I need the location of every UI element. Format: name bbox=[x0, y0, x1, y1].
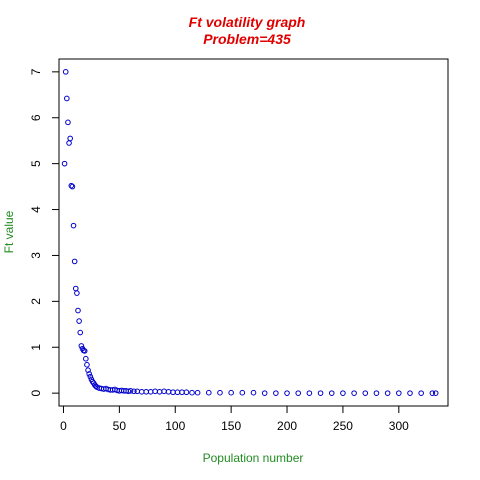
data-point bbox=[250, 389, 257, 396]
data-point bbox=[75, 307, 81, 314]
data-point bbox=[165, 388, 172, 395]
data-point bbox=[340, 390, 346, 396]
data-point bbox=[66, 140, 72, 146]
data-point bbox=[295, 390, 302, 396]
data-point bbox=[68, 182, 75, 189]
y-tick-label: 6 bbox=[29, 114, 43, 121]
data-point bbox=[418, 390, 424, 396]
data-point bbox=[85, 367, 91, 373]
x-tick-label: 50 bbox=[113, 419, 127, 433]
data-point bbox=[81, 348, 88, 354]
data-point bbox=[87, 373, 94, 380]
data-point bbox=[147, 388, 154, 395]
data-point bbox=[78, 343, 85, 349]
data-point bbox=[170, 389, 176, 396]
data-point bbox=[77, 329, 84, 336]
data-point bbox=[189, 389, 195, 396]
data-point bbox=[125, 388, 132, 395]
data-point bbox=[83, 355, 89, 362]
data-point bbox=[76, 318, 82, 324]
data-point bbox=[74, 290, 80, 296]
data-point bbox=[384, 390, 391, 396]
data-point bbox=[239, 389, 246, 396]
data-point bbox=[70, 222, 77, 229]
data-point bbox=[67, 135, 73, 142]
data-point bbox=[152, 388, 158, 395]
data-point bbox=[373, 390, 380, 396]
x-tick-label: 150 bbox=[221, 419, 241, 433]
data-point bbox=[432, 390, 439, 396]
y-tick-label: 5 bbox=[29, 160, 43, 167]
x-tick-label: 200 bbox=[277, 419, 297, 433]
data-point bbox=[273, 390, 279, 396]
y-tick-label: 4 bbox=[29, 206, 43, 213]
y-tick-label: 7 bbox=[29, 68, 43, 75]
data-point bbox=[362, 390, 369, 396]
data-point bbox=[127, 388, 134, 394]
x-tick-label: 100 bbox=[165, 419, 185, 433]
chart-subtitle: Problem=435 bbox=[203, 31, 291, 47]
data-point bbox=[69, 183, 76, 190]
x-tick-label: 300 bbox=[389, 419, 409, 433]
data-point bbox=[179, 389, 185, 396]
chart-title: Ft volatility graph bbox=[189, 14, 306, 30]
data-point bbox=[351, 390, 357, 396]
y-axis-title: Ft value bbox=[2, 210, 16, 253]
plot-frame bbox=[58, 58, 449, 407]
data-point bbox=[72, 285, 79, 292]
data-point bbox=[86, 371, 92, 377]
data-point bbox=[143, 388, 149, 395]
data-point bbox=[64, 95, 70, 102]
data-point bbox=[396, 390, 402, 396]
data-point bbox=[156, 388, 163, 395]
x-axis-title: Population number bbox=[203, 451, 304, 465]
data-point bbox=[174, 389, 181, 396]
data-point bbox=[284, 390, 290, 396]
data-point bbox=[71, 258, 78, 265]
y-tick-label: 2 bbox=[29, 298, 43, 305]
data-point bbox=[62, 69, 69, 75]
data-point bbox=[194, 389, 201, 396]
data-point bbox=[205, 389, 212, 396]
data-point bbox=[328, 390, 335, 396]
y-tick-label: 1 bbox=[29, 344, 43, 351]
y-tick-label: 0 bbox=[29, 389, 43, 396]
data-point bbox=[306, 390, 313, 396]
data-point bbox=[84, 361, 90, 368]
y-axis: 0 1 2 3 4 5 6 7 bbox=[29, 68, 60, 396]
data-point bbox=[161, 388, 167, 395]
data-point bbox=[228, 389, 234, 396]
x-axis: 0 50 100 150 200 250 300 bbox=[60, 405, 409, 433]
data-points bbox=[61, 69, 439, 396]
data-point bbox=[131, 388, 137, 395]
data-point bbox=[65, 119, 71, 126]
data-point bbox=[61, 160, 68, 167]
data-point bbox=[217, 389, 223, 396]
data-point bbox=[261, 390, 268, 396]
y-tick-label: 3 bbox=[29, 252, 43, 259]
data-point bbox=[134, 388, 141, 395]
data-point bbox=[429, 390, 436, 396]
data-point bbox=[317, 390, 324, 396]
data-point bbox=[183, 389, 190, 396]
data-point bbox=[407, 390, 413, 396]
x-tick-label: 250 bbox=[333, 419, 353, 433]
x-tick-label: 0 bbox=[60, 419, 67, 433]
data-point bbox=[138, 388, 145, 395]
